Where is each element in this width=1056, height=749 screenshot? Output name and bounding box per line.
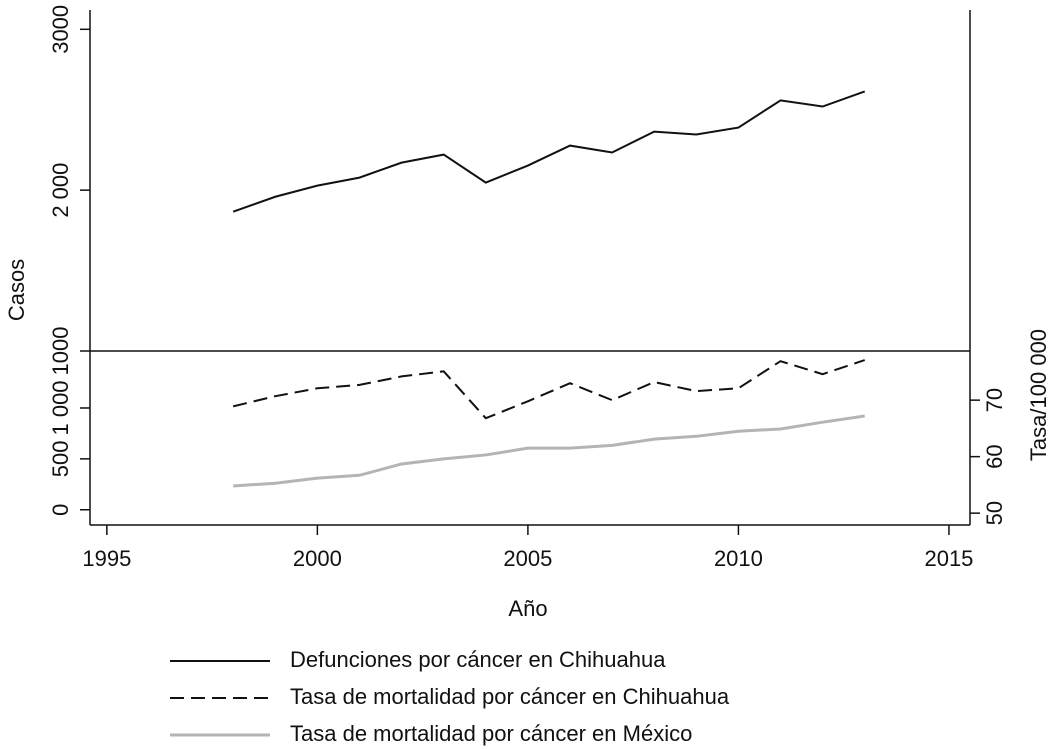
x-tick-label: 2015 [924, 546, 973, 571]
y2-tick-label: 70 [982, 388, 1007, 412]
legend-label: Tasa de mortalidad por cáncer en Chihuah… [290, 684, 730, 709]
y-tick-label: 3000 [48, 5, 73, 54]
y-lower-tick-label: 500 [48, 441, 73, 478]
x-tick-label: 2000 [293, 546, 342, 571]
series-line [232, 359, 866, 420]
y-tick-label: 1000 [48, 327, 73, 376]
y2-tick-label: 60 [982, 444, 1007, 468]
x-tick-label: 2005 [503, 546, 552, 571]
y-axis-label: Casos [4, 259, 29, 321]
y-tick-label: 2 000 [48, 163, 73, 218]
y-lower-tick-label: 1 000 [48, 380, 73, 435]
y2-axis-label: Tasa/100 000 [1026, 329, 1051, 461]
x-tick-label: 1995 [82, 546, 131, 571]
legend-label: Defunciones por cáncer en Chihuahua [290, 647, 666, 672]
y2-tick-label: 50 [982, 501, 1007, 525]
x-tick-label: 2010 [714, 546, 763, 571]
x-axis-label: Año [508, 596, 547, 621]
y-lower-tick-label: 0 [48, 504, 73, 516]
series-line [232, 90, 866, 213]
series-line [233, 414, 865, 488]
legend-label: Tasa de mortalidad por cáncer en México [290, 721, 692, 746]
